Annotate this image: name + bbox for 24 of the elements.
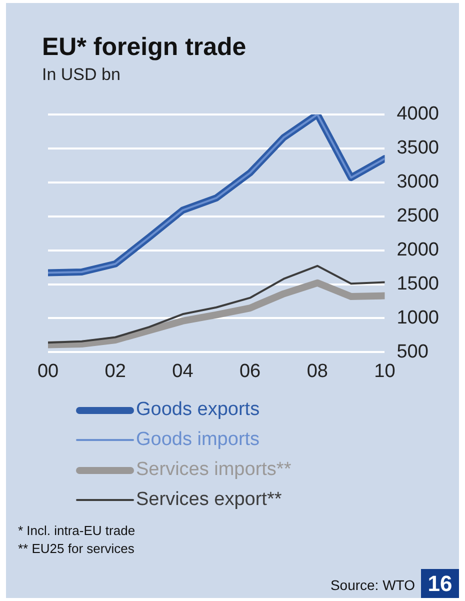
source-note: Source: WTO: [330, 577, 415, 593]
text: 16: [421, 569, 459, 598]
y-tick-label: 1500: [396, 273, 440, 294]
y-tick-label: 2500: [396, 206, 440, 227]
y-tick-label: 2000: [396, 240, 440, 261]
legend-label: Services export**: [136, 489, 282, 511]
y-tick-label: 4000: [396, 104, 440, 125]
y-tick-label: 500: [396, 341, 428, 362]
chart-subtitle: In USD bn: [42, 65, 120, 85]
x-tick-label: 04: [172, 360, 194, 382]
chart-title: EU* foreign trade: [42, 33, 246, 62]
legend-label: Services imports**: [136, 459, 292, 481]
x-tick-label: 10: [374, 360, 396, 382]
x-tick-label: 02: [104, 360, 126, 382]
text: * Incl. intra-EU trade: [18, 523, 136, 538]
x-tick-label: 08: [306, 360, 328, 382]
legend-label: Goods exports: [136, 399, 260, 421]
y-tick-label: 1000: [396, 307, 440, 328]
text: ** EU25 for services: [18, 541, 134, 556]
y-tick-label: 3000: [396, 172, 440, 193]
legend-label: Goods imports: [136, 429, 260, 451]
y-tick-label: 3500: [396, 138, 440, 159]
x-tick-label: 06: [239, 360, 261, 382]
x-tick-label: 00: [37, 360, 59, 382]
